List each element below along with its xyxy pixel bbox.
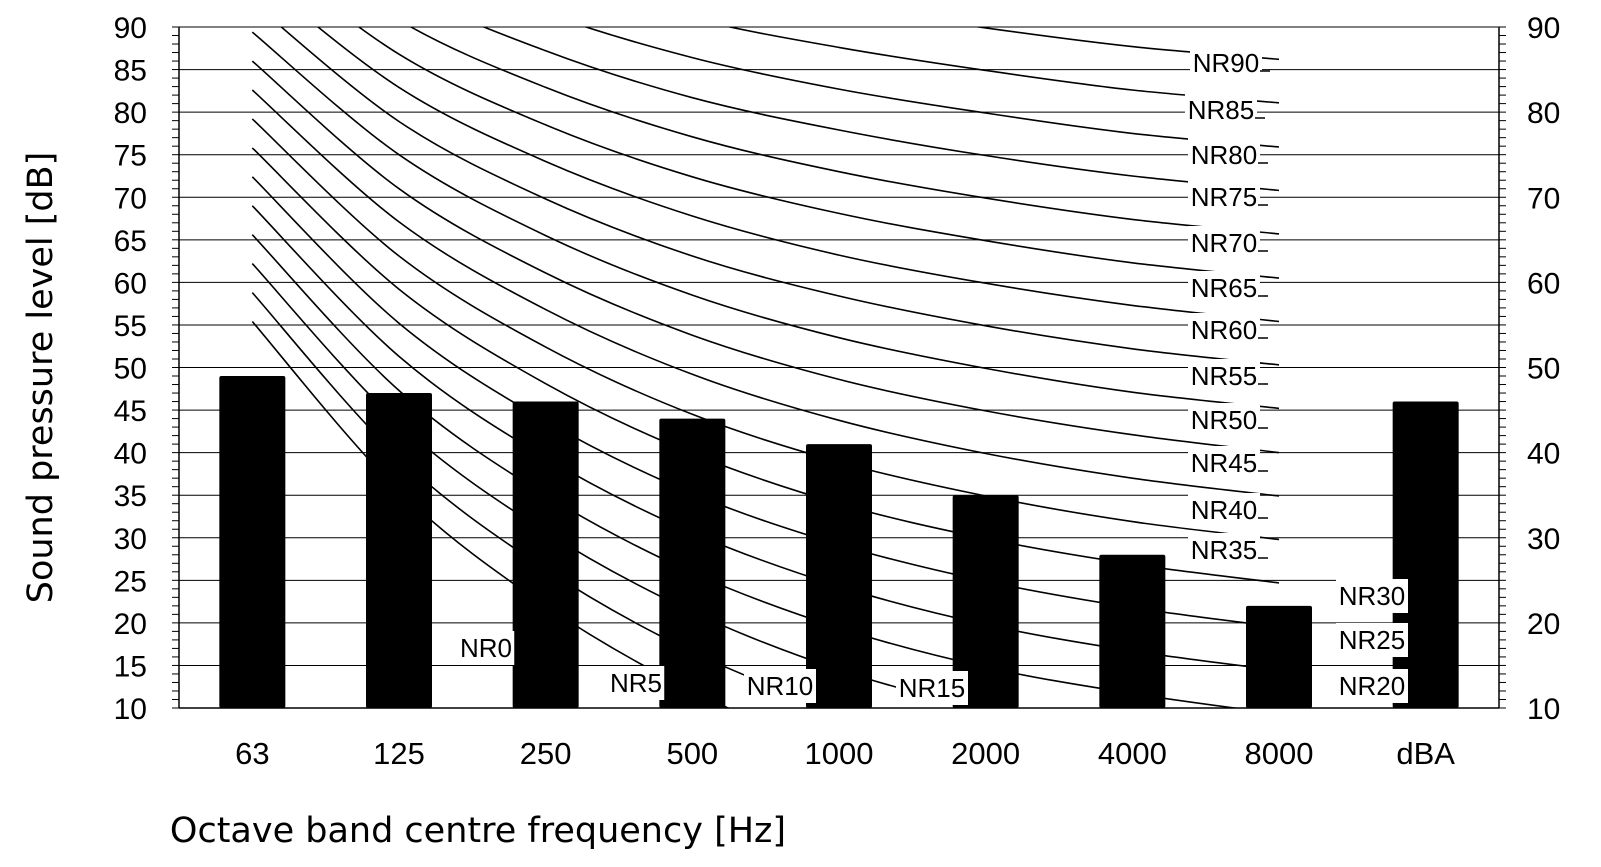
y-tick-label-left: 45 [114, 395, 147, 428]
y-tick-label-left: 85 [114, 55, 147, 88]
y-tick-label-right: 50 [1527, 353, 1560, 386]
nr-label-bg-nr55 [1188, 359, 1260, 393]
nr-label-bg-nr75 [1188, 180, 1260, 214]
bar-1000 [806, 444, 872, 708]
y-tick-label-left: 75 [114, 140, 147, 173]
nr-labels: NR0 NR5 NR10 NR15 NR20 NR25 NR30 NR35 NR40 NR45 NR… [457, 46, 1408, 705]
bar-500 [659, 418, 726, 708]
nr-label-nr5: NR5 [610, 668, 662, 698]
y-tick-label-left: 70 [114, 182, 147, 215]
nr-label-bg-nr45 [1188, 446, 1260, 480]
y-tick-label-right: 20 [1527, 608, 1560, 641]
y-tick-label-left: 65 [114, 225, 147, 258]
y-tick-label-left: 35 [114, 480, 147, 513]
nr-curve-nr50 [251, 31, 1280, 410]
y-tick-label-right: 60 [1527, 267, 1560, 300]
x-tick-label-125: 125 [373, 736, 425, 771]
nr-label-bg-nr70 [1188, 226, 1260, 260]
nr-label-bg-nr0 [457, 631, 515, 665]
y-tick-label-left: 90 [114, 12, 147, 45]
nr-label-nr0: NR0 [460, 633, 512, 663]
nr-label-bg-nr20 [1336, 669, 1408, 703]
x-tick-label-dba: dBA [1396, 736, 1455, 771]
bar-dba [1392, 401, 1459, 708]
bar-8000 [1246, 605, 1312, 708]
nr-curve-nr90 [973, 27, 1280, 61]
x-tick-label-250: 250 [520, 736, 572, 771]
y-tick-label-left: 30 [114, 523, 147, 556]
nr-curve-nr65 [357, 27, 1280, 279]
nr-label-nr30: NR30 [1339, 581, 1405, 611]
nr-curve-nr60 [316, 27, 1280, 323]
nr-label-bg-nr15 [896, 671, 968, 705]
x-tick-label-2000: 2000 [951, 736, 1020, 771]
nr-label-bg-nr25 [1336, 623, 1408, 657]
nr-curve-nr85 [726, 27, 1280, 104]
y-tick-label-right: 40 [1527, 438, 1560, 471]
nr-curve-nr70 [409, 27, 1280, 235]
x-tick-label-4000: 4000 [1098, 736, 1167, 771]
y-tick-label-right: 30 [1527, 523, 1560, 556]
nr-label-bg-nr50 [1188, 403, 1260, 437]
nr-label-nr65: NR65 [1191, 273, 1257, 303]
nr-label-nr50: NR50 [1191, 405, 1257, 435]
nr-label-nr60: NR60 [1191, 315, 1257, 345]
x-tick-label-500: 500 [666, 736, 718, 771]
bar-63 [219, 376, 286, 708]
y-tick-label-right: 80 [1527, 97, 1560, 130]
nr-curve-nr80 [583, 27, 1280, 148]
nr-curve-nr55 [280, 27, 1280, 366]
nr-curve-nr35 [251, 118, 1280, 541]
nr-label-bg-nr5 [607, 666, 665, 700]
nr-label-bg-nr40 [1188, 493, 1260, 527]
y-tick-label-left: 80 [114, 97, 147, 130]
nr-label-nr45: NR45 [1191, 448, 1257, 478]
y-tick-label-left: 15 [114, 650, 147, 683]
nr-label-bg-nr65 [1188, 271, 1260, 305]
y-tick-label-right: 90 [1527, 12, 1560, 45]
nr-label-nr40: NR40 [1191, 495, 1257, 525]
x-tick-label-1000: 1000 [805, 736, 874, 771]
nr-label-nr90: NR90 [1193, 48, 1259, 78]
nr-label-nr70: NR70 [1191, 228, 1257, 258]
nr-label-bg-nr10 [744, 669, 816, 703]
nr-label-nr55: NR55 [1191, 361, 1257, 391]
y-tick-label-right: 10 [1527, 693, 1560, 726]
x-axis-title: Octave band centre frequency [Hz] [170, 811, 786, 851]
nr-label-bg-nr80 [1188, 138, 1260, 172]
nr-label-bg-nr60 [1188, 313, 1260, 347]
bar-125 [366, 393, 432, 708]
nr-label-bg-nr85 [1185, 93, 1257, 127]
nr-label-nr10: NR10 [747, 671, 813, 701]
nr-label-nr15: NR15 [899, 673, 965, 703]
nr-label-bg-nr35 [1188, 533, 1260, 567]
nr-curve-nr75 [481, 27, 1280, 192]
bar-2000 [952, 495, 1019, 708]
y-tick-label-left: 25 [114, 565, 147, 598]
y-tick-label-left: 10 [114, 693, 147, 726]
y-tick-label-left: 20 [114, 608, 147, 641]
nr-curve-nr45 [251, 60, 1280, 454]
nr-label-nr75: NR75 [1191, 182, 1257, 212]
nr-label-nr80: NR80 [1191, 140, 1257, 170]
nr-label-nr85: NR85 [1188, 95, 1254, 125]
x-tick-label-8000: 8000 [1245, 736, 1314, 771]
x-tick-label-63: 63 [235, 736, 269, 771]
y-tick-label-left: 40 [114, 438, 147, 471]
nr-curve-nr40 [251, 89, 1280, 497]
y-tick-label-left: 55 [114, 310, 147, 343]
nr-label-bg-nr30 [1336, 579, 1408, 613]
y-tick-label-right: 70 [1527, 182, 1560, 215]
y-tick-label-left: 50 [114, 353, 147, 386]
bar-4000 [1099, 554, 1166, 708]
nr-label-nr20: NR20 [1339, 671, 1405, 701]
nr-label-nr35: NR35 [1191, 535, 1257, 565]
y-tick-label-left: 60 [114, 267, 147, 300]
bar-250 [512, 401, 579, 708]
nr-label-nr25: NR25 [1339, 625, 1405, 655]
nr-label-bg-nr90 [1190, 46, 1262, 80]
y-axis-title: Sound pressure level [dB] [21, 152, 61, 604]
